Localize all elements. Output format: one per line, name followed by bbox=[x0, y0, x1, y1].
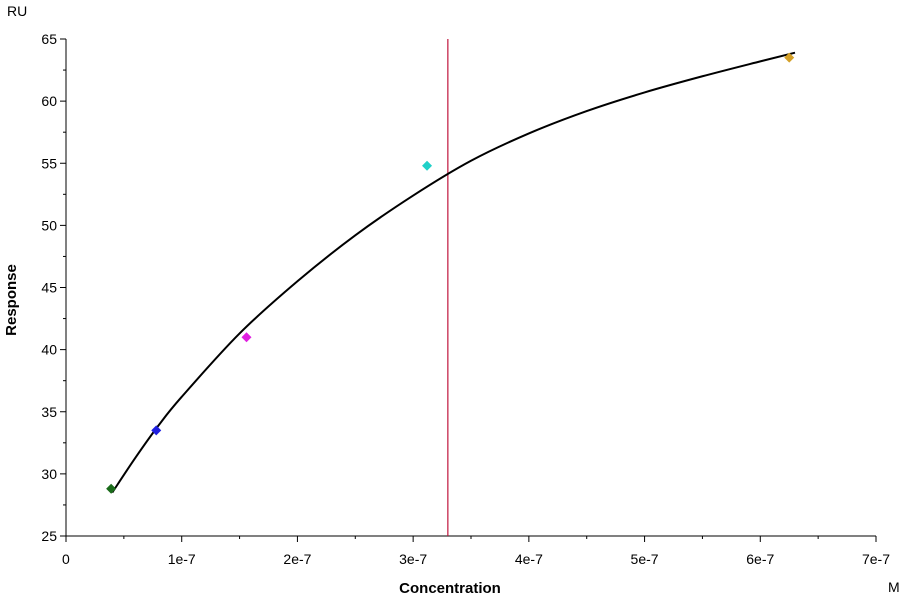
x-tick-label: 6e-7 bbox=[746, 551, 774, 567]
data-point bbox=[151, 425, 162, 436]
fit-curve-group bbox=[111, 51, 796, 494]
data-points bbox=[106, 52, 795, 494]
y-tick-label: 30 bbox=[41, 466, 57, 482]
x-tick-label: 2e-7 bbox=[283, 551, 311, 567]
y-tick-label: 40 bbox=[41, 342, 57, 358]
y-tick-label: 60 bbox=[41, 93, 57, 109]
x-tick-label: 1e-7 bbox=[168, 551, 196, 567]
fit-curve bbox=[111, 51, 796, 494]
y-unit-label: RU bbox=[7, 3, 27, 19]
data-point bbox=[106, 483, 117, 494]
y-tick-label: 35 bbox=[41, 404, 57, 420]
x-tick-label: 4e-7 bbox=[515, 551, 543, 567]
x-unit-label: M bbox=[888, 579, 900, 595]
x-tick-label: 3e-7 bbox=[399, 551, 427, 567]
y-axis-title: Response bbox=[3, 264, 20, 336]
data-point bbox=[422, 160, 433, 171]
data-point bbox=[241, 332, 252, 343]
y-tick-label: 65 bbox=[41, 31, 57, 47]
x-tick-label: 5e-7 bbox=[631, 551, 659, 567]
y-tick-label: 50 bbox=[41, 217, 57, 233]
x-tick-label: 0 bbox=[62, 551, 70, 567]
y-tick-label: 55 bbox=[41, 155, 57, 171]
x-axis-title: Concentration bbox=[399, 580, 501, 597]
y-tick-label: 45 bbox=[41, 280, 57, 296]
ticks bbox=[60, 38, 877, 542]
data-point bbox=[784, 52, 795, 63]
tick-labels: 25 30 35 40 45 50 55 60 65 0 1e-7 2e-7 3e-7 4e-7 5e-7 6… bbox=[41, 31, 890, 567]
axes bbox=[65, 39, 876, 537]
y-tick-label: 25 bbox=[41, 528, 57, 544]
x-tick-label: 7e-7 bbox=[862, 551, 890, 567]
